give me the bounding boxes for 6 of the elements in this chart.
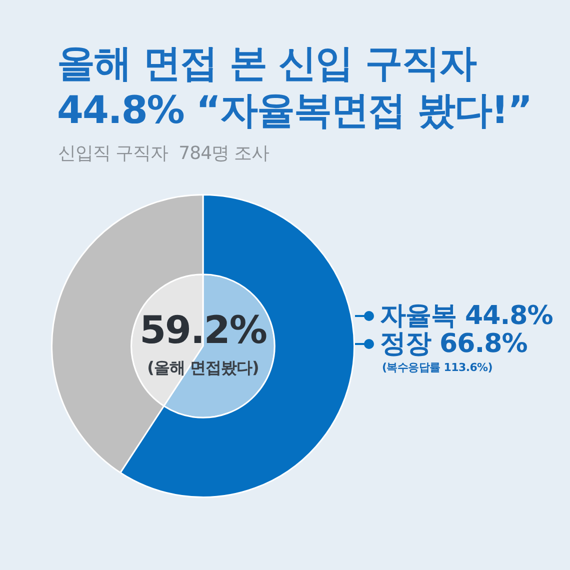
text: (올해 면접봤다)	[146, 358, 260, 377]
chart-subtitle: 신입직 구직자 784명 조사	[58, 143, 270, 165]
text: 자율복 44.8%	[380, 301, 553, 331]
text: 정장 66.8%	[380, 329, 528, 359]
chart-title: 올해 면접 본 신입 구직자 44.8% “자율복면접 봤다!”	[57, 40, 533, 134]
text: (복수응답률 113.6%)	[382, 361, 492, 374]
